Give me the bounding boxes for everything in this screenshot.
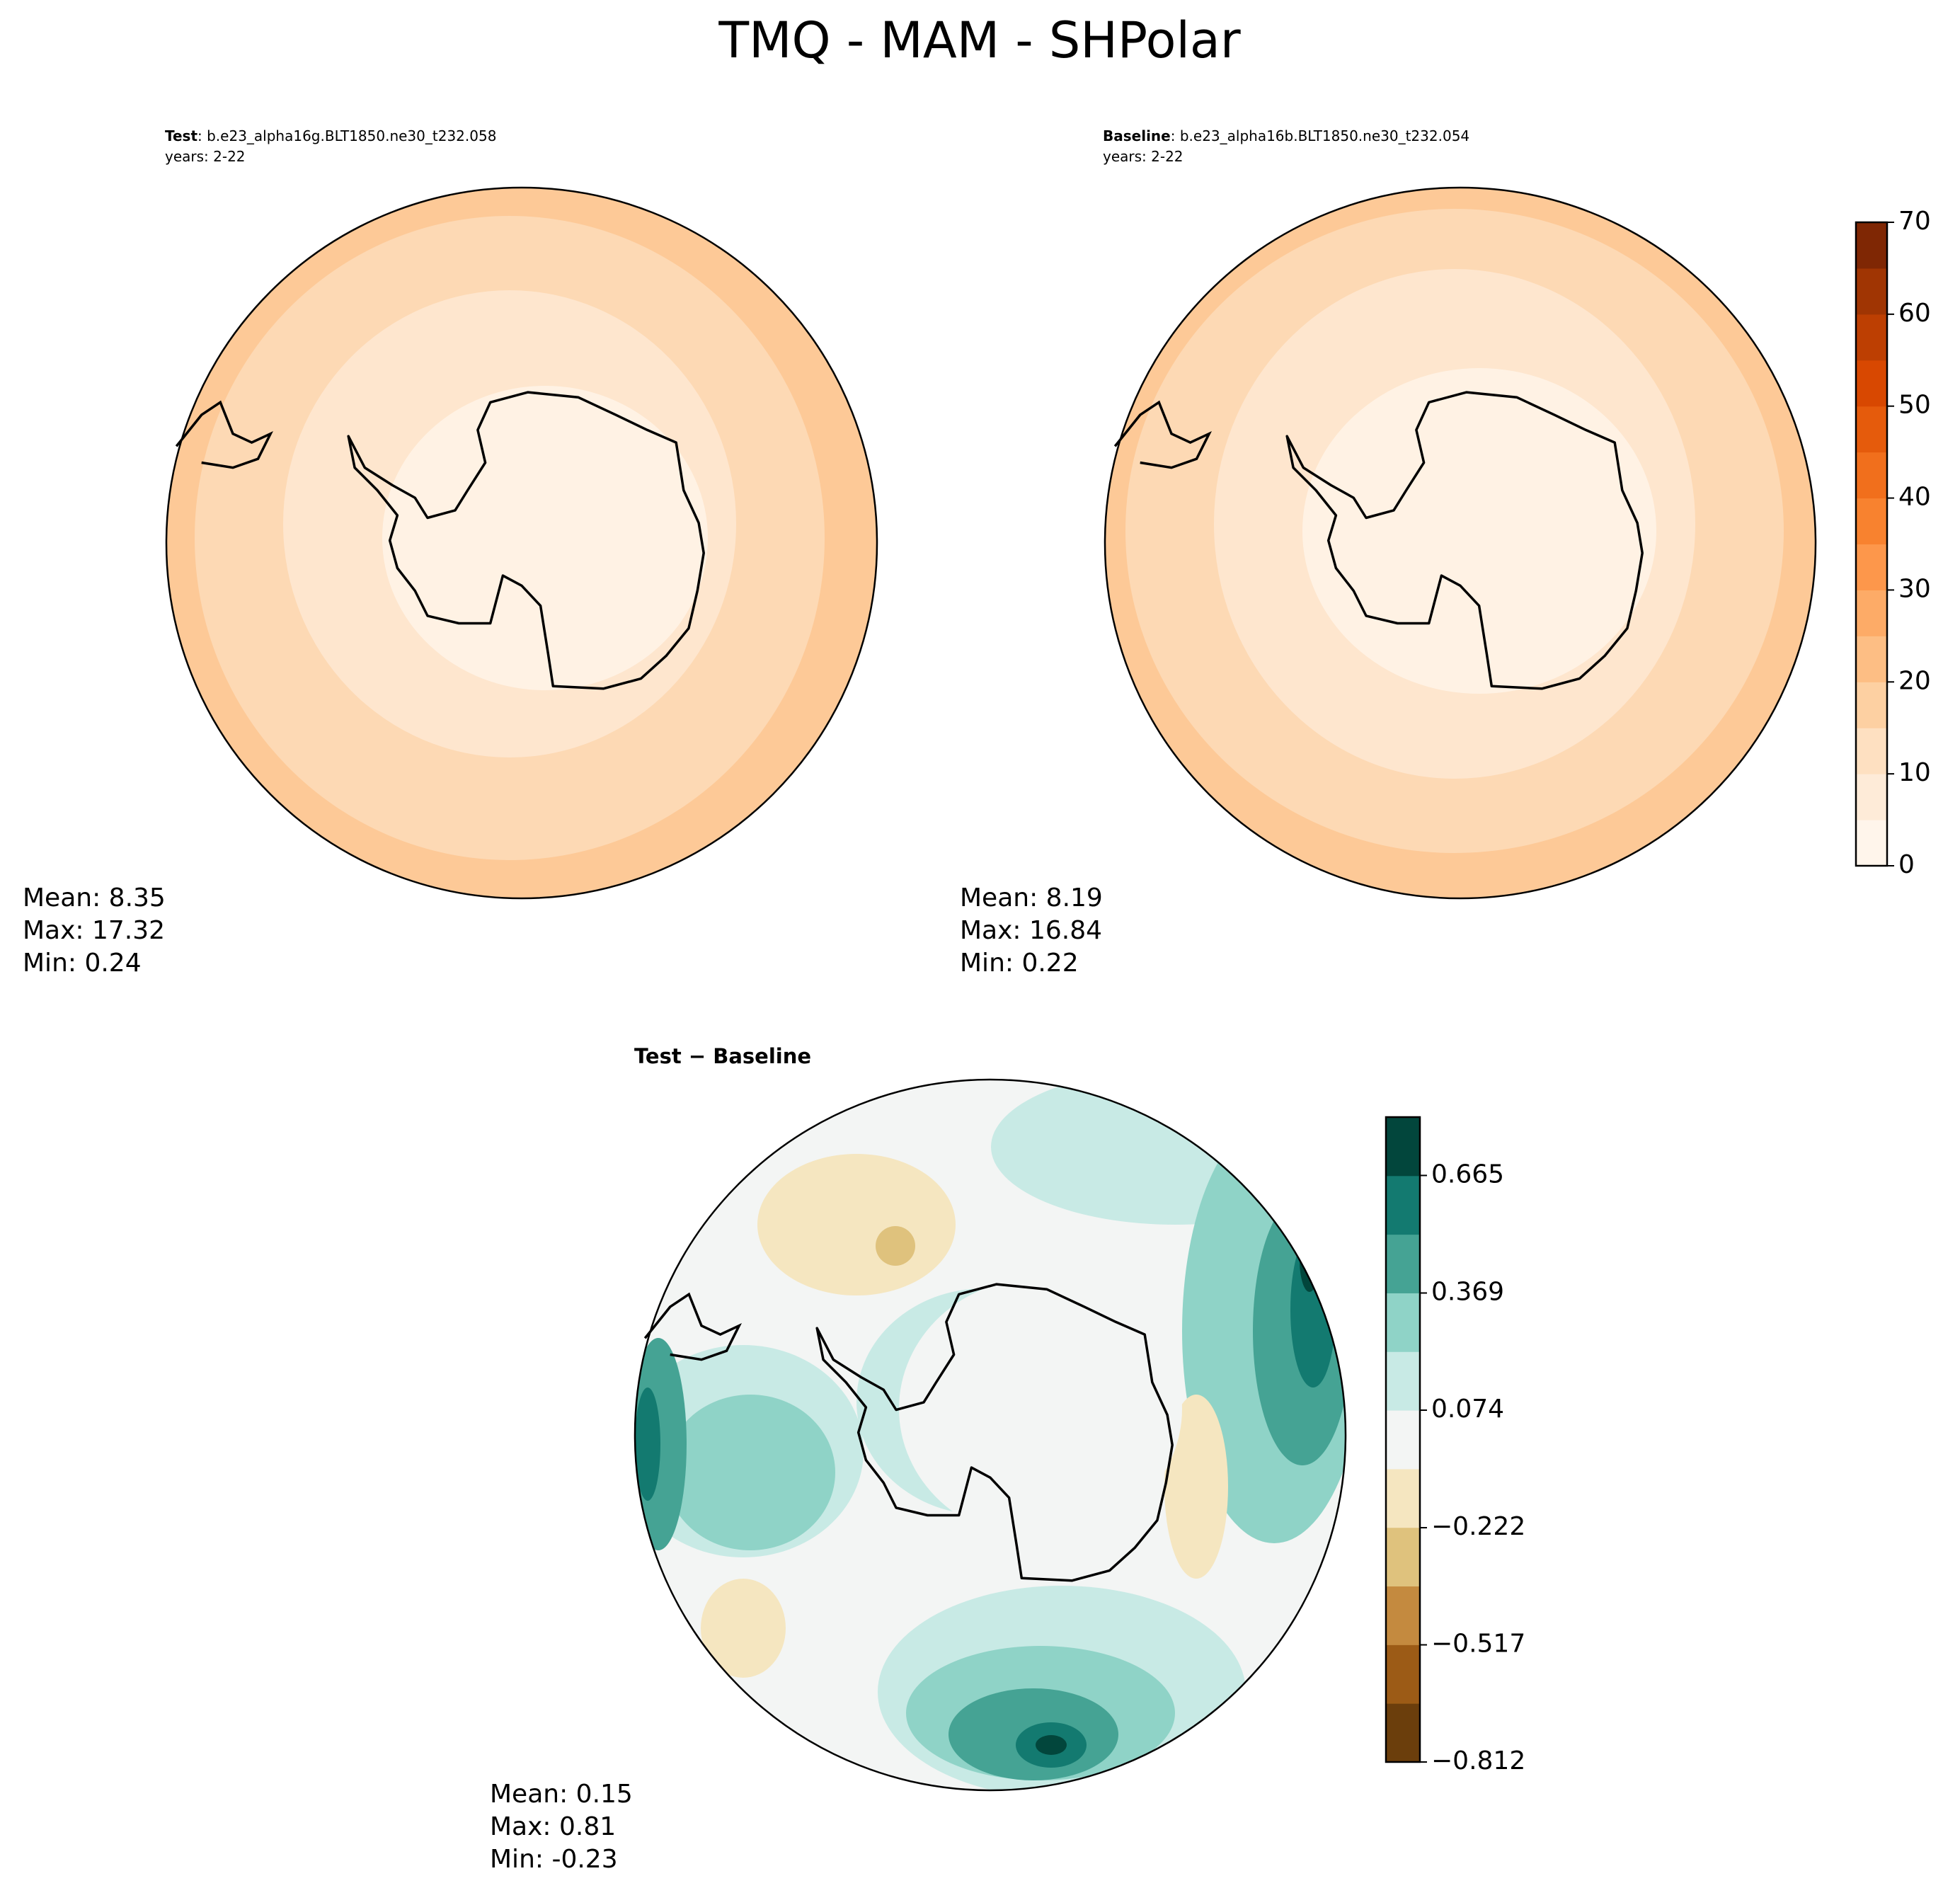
colorbar-frame (1855, 221, 1889, 867)
colorbar-tick-label: −0.517 (1431, 1630, 1525, 1659)
colorbar-band (1386, 1117, 1420, 1177)
colorbar-band (1856, 820, 1887, 866)
figure-title: TMQ - MAM - SHPolar (718, 11, 1240, 69)
difference-title: Test − Baseline (634, 1044, 811, 1068)
coastline (1113, 400, 1213, 469)
colorbar-band (1386, 1175, 1420, 1235)
colorbar-band (1386, 1644, 1420, 1704)
map-test (166, 188, 877, 898)
stat: Mean: 8.19 (960, 883, 1103, 912)
colorbar-tick-label: 0.665 (1431, 1160, 1504, 1189)
colorbar-tick-label: 10 (1898, 758, 1931, 787)
colorbar-frame (1385, 1116, 1421, 1763)
field (635, 1388, 660, 1501)
colorbar-band (1856, 498, 1887, 544)
field (701, 1579, 786, 1678)
field (876, 1226, 915, 1266)
panel-years: years: 2-22 (1103, 148, 1184, 165)
colorbar-band (1386, 1351, 1420, 1411)
colorbar-tick-label: 40 (1898, 483, 1931, 512)
coastline (815, 1283, 1174, 1582)
colorbar-tick-label: 70 (1898, 207, 1931, 236)
colorbar-band (1856, 406, 1887, 453)
colorbar-tick-label: 30 (1898, 574, 1931, 603)
field (665, 1395, 835, 1550)
map-border (634, 1078, 1347, 1792)
map-difference (635, 1080, 1346, 1790)
field (1302, 368, 1656, 694)
colorbar-tick-label: −0.812 (1431, 1746, 1525, 1775)
colorbar-tick-label: 0.369 (1431, 1278, 1504, 1307)
colorbar-band (1856, 590, 1887, 636)
map-border (165, 186, 878, 900)
panel-header: Baseline: b.e23_alpha16b.BLT1850.ne30_t2… (1103, 127, 1469, 144)
stats: Mean: 8.35 Max: 17.32 Min: 0.24 Mean: 8.… (23, 883, 1103, 1874)
stat: Mean: 8.35 (23, 883, 166, 912)
colorbar-band (1856, 268, 1887, 315)
stat: Min: 0.22 (960, 949, 1079, 978)
colorbar-band (1856, 544, 1887, 590)
colorbar-band (1386, 1410, 1420, 1470)
panel-name: Baseline (1103, 127, 1171, 144)
stat: Max: 16.84 (960, 916, 1102, 945)
colorbar-band (1856, 728, 1887, 774)
stat: Min: 0.24 (23, 949, 142, 978)
field (899, 1278, 1182, 1540)
coastline (347, 391, 705, 690)
colorbar-tick-label: 0 (1898, 850, 1915, 879)
panel-case: : b.e23_alpha16g.BLT1850.ne30_t232.058 (197, 127, 496, 144)
colorbar-tick-label: 20 (1898, 666, 1931, 695)
colorbar-band (1856, 360, 1887, 407)
field (991, 1080, 1346, 1225)
stat: Mean: 0.15 (490, 1780, 633, 1809)
field (1164, 1395, 1228, 1579)
stat: Max: 17.32 (23, 916, 165, 945)
coastline (175, 400, 274, 469)
colorbar-band (1386, 1527, 1420, 1587)
colorbar-band (1856, 314, 1887, 361)
map-baseline (1105, 188, 1816, 898)
colorbar-band (1386, 1293, 1420, 1352)
coastline (1285, 391, 1644, 690)
map-border (1104, 186, 1817, 900)
colorbar-band (1386, 1234, 1420, 1293)
colorbar-tick-label: −0.222 (1431, 1512, 1525, 1541)
panel-case: : b.e23_alpha16b.BLT1850.ne30_t232.054 (1171, 127, 1469, 144)
colorbar-band (1856, 636, 1887, 682)
colorbar-band (1386, 1703, 1420, 1763)
field (382, 386, 708, 690)
panel-name: Test (165, 127, 197, 144)
stat: Min: -0.23 (490, 1845, 618, 1874)
colorbar-band (1856, 452, 1887, 499)
colorbar-band (1856, 222, 1887, 269)
colorbar-band (1386, 1468, 1420, 1528)
colorbar-tick-label: 50 (1898, 391, 1931, 420)
panel-years: years: 2-22 (165, 148, 246, 165)
stat: Max: 0.81 (490, 1812, 616, 1841)
field (1300, 1228, 1319, 1292)
colorbar-band (1386, 1586, 1420, 1645)
colorbar-band (1856, 682, 1887, 728)
panel-header: Test: b.e23_alpha16g.BLT1850.ne30_t232.0… (165, 127, 496, 144)
colorbar-band (1856, 774, 1887, 820)
coastline (643, 1292, 743, 1361)
colorbar-tick-label: 60 (1898, 299, 1931, 328)
field (757, 1154, 956, 1295)
colorbar-tick-label: 0.074 (1431, 1395, 1504, 1424)
field (1036, 1735, 1067, 1755)
